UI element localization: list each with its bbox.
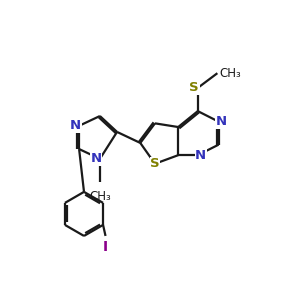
Text: S: S (189, 81, 199, 94)
Text: N: N (91, 152, 102, 165)
Text: N: N (216, 115, 227, 128)
Text: CH₃: CH₃ (220, 67, 242, 80)
Text: S: S (150, 157, 160, 170)
Text: CH₃: CH₃ (89, 190, 111, 203)
Text: N: N (70, 119, 81, 132)
Text: I: I (103, 240, 108, 254)
Text: N: N (195, 149, 206, 162)
